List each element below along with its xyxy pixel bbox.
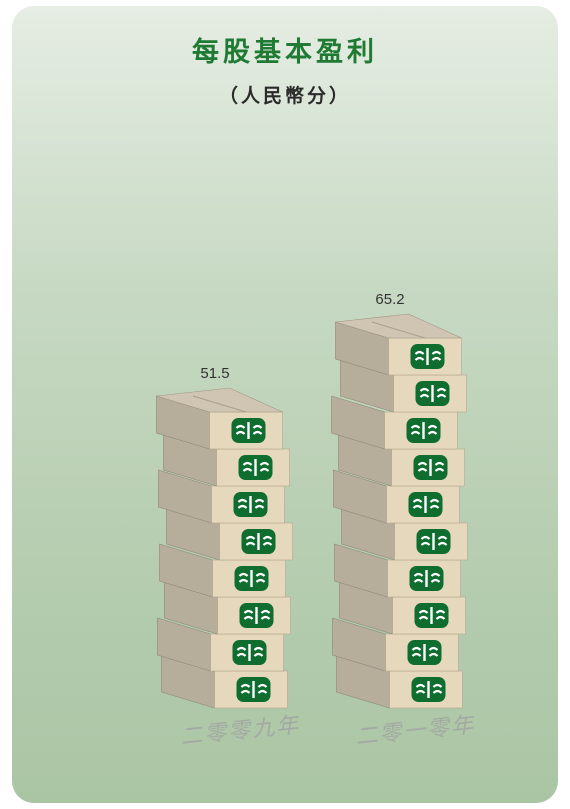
labels-group: 51.5 二零零九年 65.2 二零一零年: [179, 291, 476, 750]
company-logo-icon: [407, 640, 442, 665]
company-logo-icon: [409, 566, 444, 591]
bar-2: [331, 313, 468, 709]
box-2-3: [339, 580, 466, 635]
company-logo-icon: [238, 455, 273, 480]
bar-1: [156, 387, 293, 709]
company-logo-icon: [236, 677, 271, 702]
chart-title: 每股基本盈利: [192, 37, 378, 68]
chart-subtitle: （人民幣分）: [218, 85, 351, 107]
company-logo-icon: [413, 455, 448, 480]
company-logo-icon: [239, 603, 274, 628]
company-logo-icon: [416, 529, 451, 554]
company-logo-icon: [231, 418, 266, 443]
box-2-6: [333, 469, 460, 524]
box-lid-1: [156, 387, 283, 413]
value-label-2: 65.2: [375, 291, 404, 308]
box-2-4: [334, 543, 461, 598]
box-1-3: [164, 580, 291, 635]
company-logo-icon: [414, 603, 449, 628]
box-1-2: [157, 617, 284, 672]
box-2-8: [331, 395, 458, 450]
category-label-1: 二零零九年: [179, 713, 301, 750]
box-2-1: [336, 654, 463, 709]
bars-group: [156, 313, 468, 709]
company-logo-icon: [410, 344, 445, 369]
company-logo-icon: [233, 492, 268, 517]
box-2-10: [335, 321, 462, 376]
company-logo-icon: [241, 529, 276, 554]
chart-panel: 每股基本盈利 （人民幣分）: [12, 6, 558, 803]
box-1-8: [156, 395, 283, 450]
box-1-4: [159, 543, 286, 598]
company-logo-icon: [406, 418, 441, 443]
category-label-2: 二零一零年: [354, 713, 476, 750]
company-logo-icon: [408, 492, 443, 517]
box-2-2: [332, 617, 459, 672]
company-logo-icon: [411, 677, 446, 702]
value-label-1: 51.5: [200, 365, 229, 382]
box-lid-2: [335, 313, 462, 339]
company-logo-icon: [232, 640, 267, 665]
box-1-6: [158, 469, 285, 524]
company-logo-icon: [234, 566, 269, 591]
box-2-7: [338, 432, 465, 487]
company-logo-icon: [415, 381, 450, 406]
